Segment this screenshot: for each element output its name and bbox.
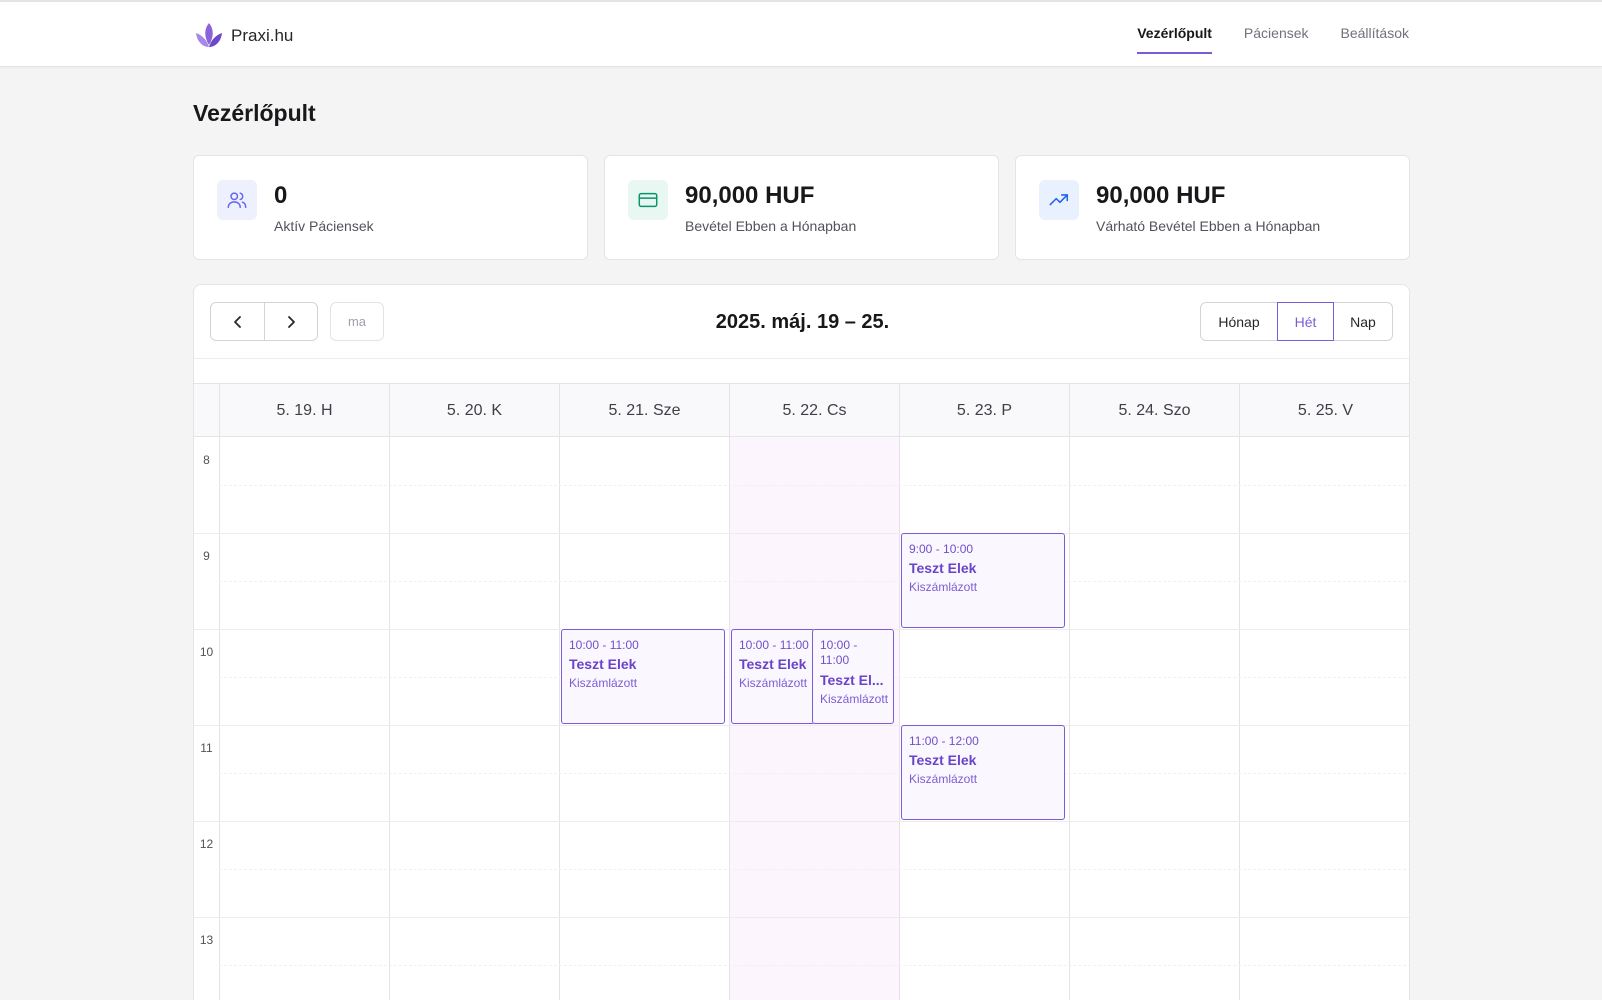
main-nav: Vezérlőpult Páciensek Beállítások <box>1137 2 1409 67</box>
day-column[interactable] <box>559 437 729 1000</box>
hour-line <box>194 821 1409 822</box>
half-hour-line <box>219 485 1409 486</box>
day-header[interactable]: 5. 20. K <box>389 384 559 437</box>
stat-card-active-patients: 0 Aktív Páciensek <box>193 155 588 260</box>
event-title: Teszt Elek <box>569 656 637 672</box>
event-title: Teszt Elek <box>909 560 977 576</box>
chevron-left-icon <box>233 315 241 328</box>
users-icon <box>217 180 257 220</box>
page-title: Vezérlőpult <box>193 100 316 126</box>
event-time: 9:00 - 10:00 <box>909 542 974 556</box>
day-header[interactable]: 5. 19. H <box>219 384 389 437</box>
half-hour-line <box>219 965 1409 966</box>
hour-line <box>194 533 1409 534</box>
calendar-title: 2025. máj. 19 – 25. <box>715 311 890 333</box>
hour-label: 10 <box>199 645 214 659</box>
stat-value: 0 <box>274 182 288 209</box>
top-navbar: Praxi.hu Vezérlőpult Páciensek Beállítás… <box>0 0 1602 67</box>
nav-paciensek[interactable]: Páciensek <box>1243 25 1309 41</box>
hour-label: 8 <box>203 453 210 467</box>
trending-up-icon <box>1039 180 1079 220</box>
hour-label: 12 <box>199 837 214 851</box>
lotus-logo-icon <box>196 23 222 47</box>
today-button[interactable]: ma <box>330 302 384 341</box>
stat-value: 90,000 HUF <box>685 182 815 209</box>
stat-card-expected-revenue: 90,000 HUF Várható Bevétel Ebben a Hónap… <box>1015 155 1410 260</box>
event-status: Kiszámlázott <box>820 692 889 706</box>
event-time: 10:00 - 11:00 <box>569 638 639 652</box>
day-header[interactable]: 5. 24. Szo <box>1069 384 1239 437</box>
event-time: 10:00 - 11:00 <box>739 638 809 652</box>
credit-card-icon <box>628 180 668 220</box>
appointment-event[interactable]: 10:00 - 11:00 Teszt El... Kiszámlázott <box>812 629 894 724</box>
event-status: Kiszámlázott <box>569 676 638 690</box>
day-column[interactable] <box>389 437 559 1000</box>
all-day-row <box>194 358 1409 383</box>
day-header[interactable]: 5. 21. Sze <box>559 384 729 437</box>
hour-label: 11 <box>200 741 213 755</box>
view-day-button[interactable]: Nap <box>1333 302 1393 341</box>
event-time: 10:00 - 11:00 <box>820 638 858 667</box>
event-status: Kiszámlázott <box>909 580 978 594</box>
appointment-event[interactable]: 10:00 - 11:00 Teszt Elek Kiszámlázott <box>561 629 725 724</box>
day-header[interactable]: 5. 22. Cs <box>729 384 899 437</box>
week-calendar: ma 2025. máj. 19 – 25. Hónap Hét Nap 5. … <box>193 284 1410 1000</box>
day-column[interactable] <box>1069 437 1239 1000</box>
stat-label: Bevétel Ebben a Hónapban <box>685 218 857 234</box>
event-title: Teszt Elek <box>739 656 807 672</box>
time-grid: 5. 19. H 5. 20. K 5. 21. Sze 5. 22. Cs 5… <box>194 383 1409 1000</box>
app-name: Praxi.hu <box>231 26 294 45</box>
next-week-button[interactable] <box>264 302 318 341</box>
stat-card-revenue: 90,000 HUF Bevétel Ebben a Hónapban <box>604 155 999 260</box>
view-switcher: Hónap Hét Nap <box>1200 302 1393 341</box>
time-gutter-header <box>194 384 219 437</box>
stat-label: Aktív Páciensek <box>274 218 374 234</box>
day-column[interactable] <box>899 437 1069 1000</box>
event-title: Teszt El... <box>820 672 884 688</box>
day-column[interactable] <box>1239 437 1409 1000</box>
half-hour-line <box>219 581 1409 582</box>
hour-line <box>194 725 1409 726</box>
chevron-right-icon <box>288 315 295 328</box>
day-header[interactable]: 5. 25. V <box>1239 384 1409 437</box>
hour-line <box>194 917 1409 918</box>
event-title: Teszt Elek <box>909 752 977 768</box>
half-hour-line <box>219 773 1409 774</box>
stat-label: Várható Bevétel Ebben a Hónapban <box>1096 218 1321 234</box>
appointment-event[interactable]: 10:00 - 11:00 Teszt Elek Kiszámlázott <box>731 629 815 724</box>
event-status: Kiszámlázott <box>909 772 978 786</box>
event-status: Kiszámlázott <box>739 676 808 690</box>
nav-vezerlopult[interactable]: Vezérlőpult <box>1137 2 1212 67</box>
day-column[interactable] <box>219 437 389 1000</box>
day-header[interactable]: 5. 23. P <box>899 384 1069 437</box>
logo[interactable]: Praxi.hu <box>193 20 293 52</box>
hour-label: 13 <box>199 933 214 947</box>
hour-label: 9 <box>203 549 210 563</box>
appointment-event[interactable]: 9:00 - 10:00 Teszt Elek Kiszámlázott <box>901 533 1065 628</box>
half-hour-line <box>219 869 1409 870</box>
view-week-button[interactable]: Hét <box>1277 302 1334 341</box>
appointment-event[interactable]: 11:00 - 12:00 Teszt Elek Kiszámlázott <box>901 725 1065 820</box>
event-time: 11:00 - 12:00 <box>909 734 979 748</box>
stat-value: 90,000 HUF <box>1096 182 1226 209</box>
nav-beallitasok[interactable]: Beállítások <box>1340 25 1409 41</box>
view-month-button[interactable]: Hónap <box>1200 302 1278 341</box>
